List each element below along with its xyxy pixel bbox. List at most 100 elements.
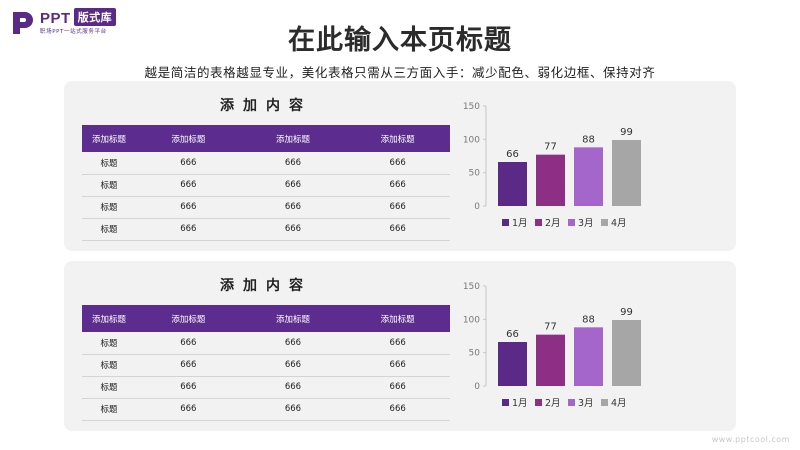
legend-swatch: [568, 219, 575, 226]
table-row: 标题 666 666 666: [82, 218, 450, 241]
data-table: 添加标题 添加标题 添加标题 添加标题 标题 666 666 666 标题 66…: [82, 305, 450, 421]
table-cell: 666: [240, 174, 346, 197]
bar-4: [612, 320, 641, 386]
table-cell: 标题: [82, 376, 136, 399]
table-cell: 666: [240, 196, 346, 219]
table-cell: 标题: [82, 218, 136, 241]
data-label: 66: [506, 149, 519, 160]
table-row: 标题 666 666 666: [82, 376, 450, 399]
legend-label: 4月: [611, 398, 627, 409]
column-header: 添加标题: [136, 305, 241, 332]
table-cell: 标题: [82, 196, 136, 219]
legend-swatch: [502, 399, 509, 406]
y-tick-label: 50: [469, 169, 481, 179]
data-label: 88: [582, 314, 595, 325]
table-cell: 666: [136, 174, 241, 197]
footer-watermark: www.pptcool.com: [711, 435, 790, 444]
table-cell: 666: [345, 218, 450, 241]
legend-swatch: [535, 399, 542, 406]
table-cell: 标题: [82, 174, 136, 197]
y-tick-label: 0: [474, 202, 480, 212]
legend-label: 1月: [512, 398, 528, 409]
data-label: 77: [544, 142, 557, 153]
brand-tag: 版式库: [73, 8, 117, 26]
bar-chart: 0 50 100 150 66 77 88 99 1月 2月 3月 4月: [452, 89, 732, 249]
bar-1: [498, 342, 527, 386]
legend-label: 2月: [545, 218, 561, 229]
column-header: 添加标题: [345, 125, 450, 152]
table-header-row: 添加标题 添加标题 添加标题 添加标题: [82, 125, 450, 152]
column-header: 添加标题: [82, 125, 136, 152]
brand-logo: PPT 版式库 职场PPT一站式服务平台: [10, 8, 140, 38]
table-cell: 标题: [82, 354, 136, 377]
y-tick-label: 50: [469, 349, 481, 359]
table-cell: 666: [240, 218, 346, 241]
table-cell: 666: [345, 354, 450, 377]
legend-label: 4月: [611, 218, 627, 229]
brand-logo-icon: [13, 12, 33, 34]
page-subtitle: 越是简洁的表格越显专业，美化表格只需从三方面入手：减少配色、弱化边框、保持对齐: [144, 65, 656, 80]
data-label: 77: [544, 322, 557, 333]
data-table: 添加标题 添加标题 添加标题 添加标题 标题 666 666 666 标题 66…: [82, 125, 450, 241]
table-cell: 666: [345, 174, 450, 197]
bar-chart-svg: 0 50 100 150 66 77 88 99 1月 2月 3月 4月: [463, 102, 641, 229]
legend-swatch: [601, 219, 608, 226]
table-cell: 标题: [82, 332, 136, 355]
table-row: 标题 666 666 666: [82, 174, 450, 197]
data-label: 99: [620, 307, 633, 318]
table-header-row: 添加标题 添加标题 添加标题 添加标题: [82, 305, 450, 332]
table-cell: 标题: [82, 152, 136, 175]
table-cell: 666: [240, 152, 346, 175]
legend-swatch: [502, 219, 509, 226]
table-cell: 666: [345, 398, 450, 421]
legend-swatch: [568, 399, 575, 406]
column-header: 添加标题: [345, 305, 450, 332]
legend-swatch: [601, 399, 608, 406]
content-panel-1: 添加内容 添加标题 添加标题 添加标题 添加标题 标题 666 666 666 …: [64, 81, 736, 251]
column-header: 添加标题: [240, 305, 346, 332]
bar-2: [536, 334, 565, 386]
legend-label: 3月: [578, 218, 594, 229]
table-cell: 666: [240, 332, 346, 355]
table-cell: 标题: [82, 398, 136, 421]
table-cell: 666: [136, 354, 241, 377]
table-cell: 666: [240, 398, 346, 421]
table-title: 添加内容: [220, 278, 312, 294]
bar-1: [498, 162, 527, 206]
bar-4: [612, 140, 641, 206]
column-header: 添加标题: [240, 125, 346, 152]
y-tick-label: 150: [463, 102, 480, 112]
table-cell: 666: [136, 398, 241, 421]
data-label: 66: [506, 329, 519, 340]
table-cell: 666: [136, 332, 241, 355]
table-cell: 666: [345, 376, 450, 399]
y-tick-label: 150: [463, 282, 480, 292]
table-cell: 666: [136, 376, 241, 399]
legend-label: 2月: [545, 398, 561, 409]
data-label: 88: [582, 134, 595, 145]
brand-name: PPT 版式库: [40, 8, 117, 27]
y-tick-label: 100: [463, 315, 480, 325]
column-header: 添加标题: [82, 305, 136, 332]
legend-label: 1月: [512, 218, 528, 229]
bar-3: [574, 327, 603, 386]
table-cell: 666: [240, 376, 346, 399]
table-cell: 666: [345, 152, 450, 175]
bar-chart: 0 50 100 150 66 77 88 99 1月 2月 3月 4月: [452, 269, 732, 429]
table-title: 添加内容: [220, 98, 312, 114]
table-cell: 666: [136, 152, 241, 175]
bar-2: [536, 154, 565, 206]
table-cell: 666: [240, 354, 346, 377]
table-row: 标题 666 666 666: [82, 152, 450, 175]
bar-3: [574, 147, 603, 206]
table-cell: 666: [345, 332, 450, 355]
legend-label: 3月: [578, 398, 594, 409]
y-tick-label: 0: [474, 382, 480, 392]
bar-chart-svg: 0 50 100 150 66 77 88 99 1月 2月 3月 4月: [463, 282, 641, 409]
legend-swatch: [535, 219, 542, 226]
table-row: 标题 666 666 666: [82, 354, 450, 377]
page-title: 在此输入本页标题: [288, 25, 512, 56]
y-tick-label: 100: [463, 135, 480, 145]
table-cell: 666: [345, 196, 450, 219]
content-panel-2: 添加内容 添加标题 添加标题 添加标题 添加标题 标题 666 666 666 …: [64, 261, 736, 431]
